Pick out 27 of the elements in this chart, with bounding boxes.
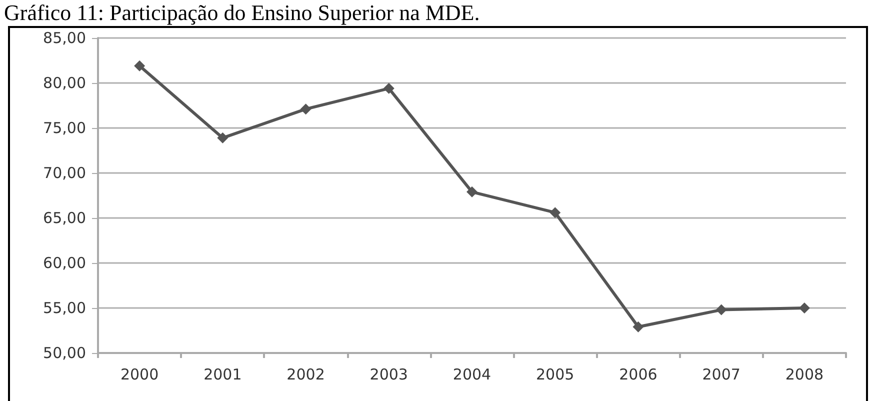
point bbox=[217, 132, 228, 144]
y-tick-label: 65,00 bbox=[43, 209, 86, 227]
y-tick-label: 50,00 bbox=[43, 344, 86, 362]
point bbox=[798, 302, 810, 314]
y-tick-label: 55,00 bbox=[43, 299, 86, 317]
chart-title: Gráfico 11: Participação do Ensino Superior na MDE. bbox=[4, 0, 480, 26]
x-tick-label: 2006 bbox=[619, 366, 658, 384]
y-tick-label: 70,00 bbox=[43, 164, 86, 182]
x-tick-label: 2000 bbox=[120, 366, 159, 384]
x-tick-label: 2005 bbox=[536, 366, 574, 384]
x-tick-label: 2002 bbox=[286, 366, 325, 384]
point bbox=[550, 207, 561, 218]
point bbox=[383, 82, 394, 94]
x-tick-label: 2003 bbox=[370, 366, 408, 384]
y-tick-label: 75,00 bbox=[43, 119, 86, 137]
x-tick-label: 2004 bbox=[452, 366, 492, 384]
point bbox=[134, 60, 146, 72]
y-tick-label: 80,00 bbox=[43, 74, 86, 92]
y-tick-label: 60,00 bbox=[43, 254, 86, 272]
point bbox=[716, 304, 727, 316]
x-tick-label: 2008 bbox=[785, 366, 824, 384]
point bbox=[466, 186, 478, 198]
x-tick-label: 2001 bbox=[204, 366, 242, 384]
y-tick-label: 85,00 bbox=[43, 29, 86, 47]
x-tick-label: 2007 bbox=[702, 366, 740, 384]
point bbox=[632, 321, 644, 332]
point bbox=[300, 104, 312, 115]
